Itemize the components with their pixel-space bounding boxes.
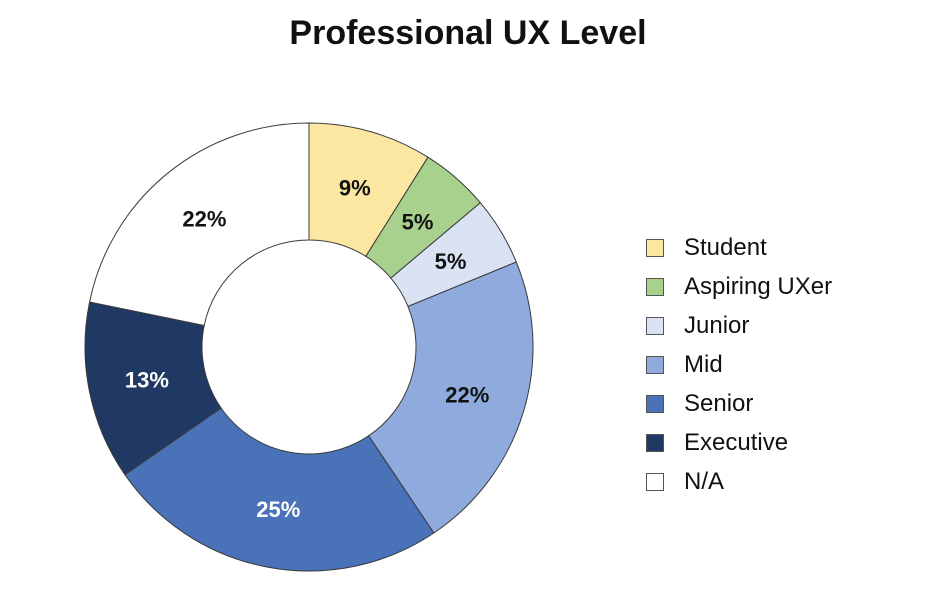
legend-item-senior: Senior xyxy=(646,384,832,423)
legend-label: Senior xyxy=(684,389,754,417)
legend-item-student: Student xyxy=(646,228,832,267)
slice-label-aspiring-uxer: 5% xyxy=(402,210,434,235)
legend-label: Mid xyxy=(684,350,723,378)
legend-swatch xyxy=(646,277,664,296)
slice-label-junior: 5% xyxy=(435,249,467,274)
legend-swatch xyxy=(646,433,664,452)
legend-swatch xyxy=(646,316,664,335)
legend-item-executive: Executive xyxy=(646,423,832,462)
slice-label-mid: 22% xyxy=(445,383,489,408)
legend-item-junior: Junior xyxy=(646,306,832,345)
legend-label: N/A xyxy=(684,467,725,495)
legend-label: Aspiring UXer xyxy=(684,272,833,300)
legend-label: Executive xyxy=(684,428,789,456)
legend-item-aspiring-uxer: Aspiring UXer xyxy=(646,267,832,306)
legend-label: Junior xyxy=(684,311,750,339)
slice-mid xyxy=(367,261,534,534)
chart-title: Professional UX Level xyxy=(289,14,647,52)
legend-label: Student xyxy=(684,233,767,261)
slice-n-a xyxy=(88,122,310,327)
legend-swatch xyxy=(646,355,664,374)
slice-label-n-a: 22% xyxy=(182,206,226,231)
legend-swatch xyxy=(646,472,664,491)
legend-swatch xyxy=(646,394,664,413)
slice-label-executive: 13% xyxy=(125,368,169,393)
legend-item-mid: Mid xyxy=(646,345,832,384)
slice-senior xyxy=(124,407,435,572)
legend-item-n-a: N/A xyxy=(646,462,832,501)
slice-label-senior: 25% xyxy=(256,497,300,522)
legend-swatch xyxy=(646,238,664,257)
legend: Student Aspiring UXer Junior Mid Senior Execu… xyxy=(646,228,832,501)
slice-label-student: 9% xyxy=(339,175,371,200)
